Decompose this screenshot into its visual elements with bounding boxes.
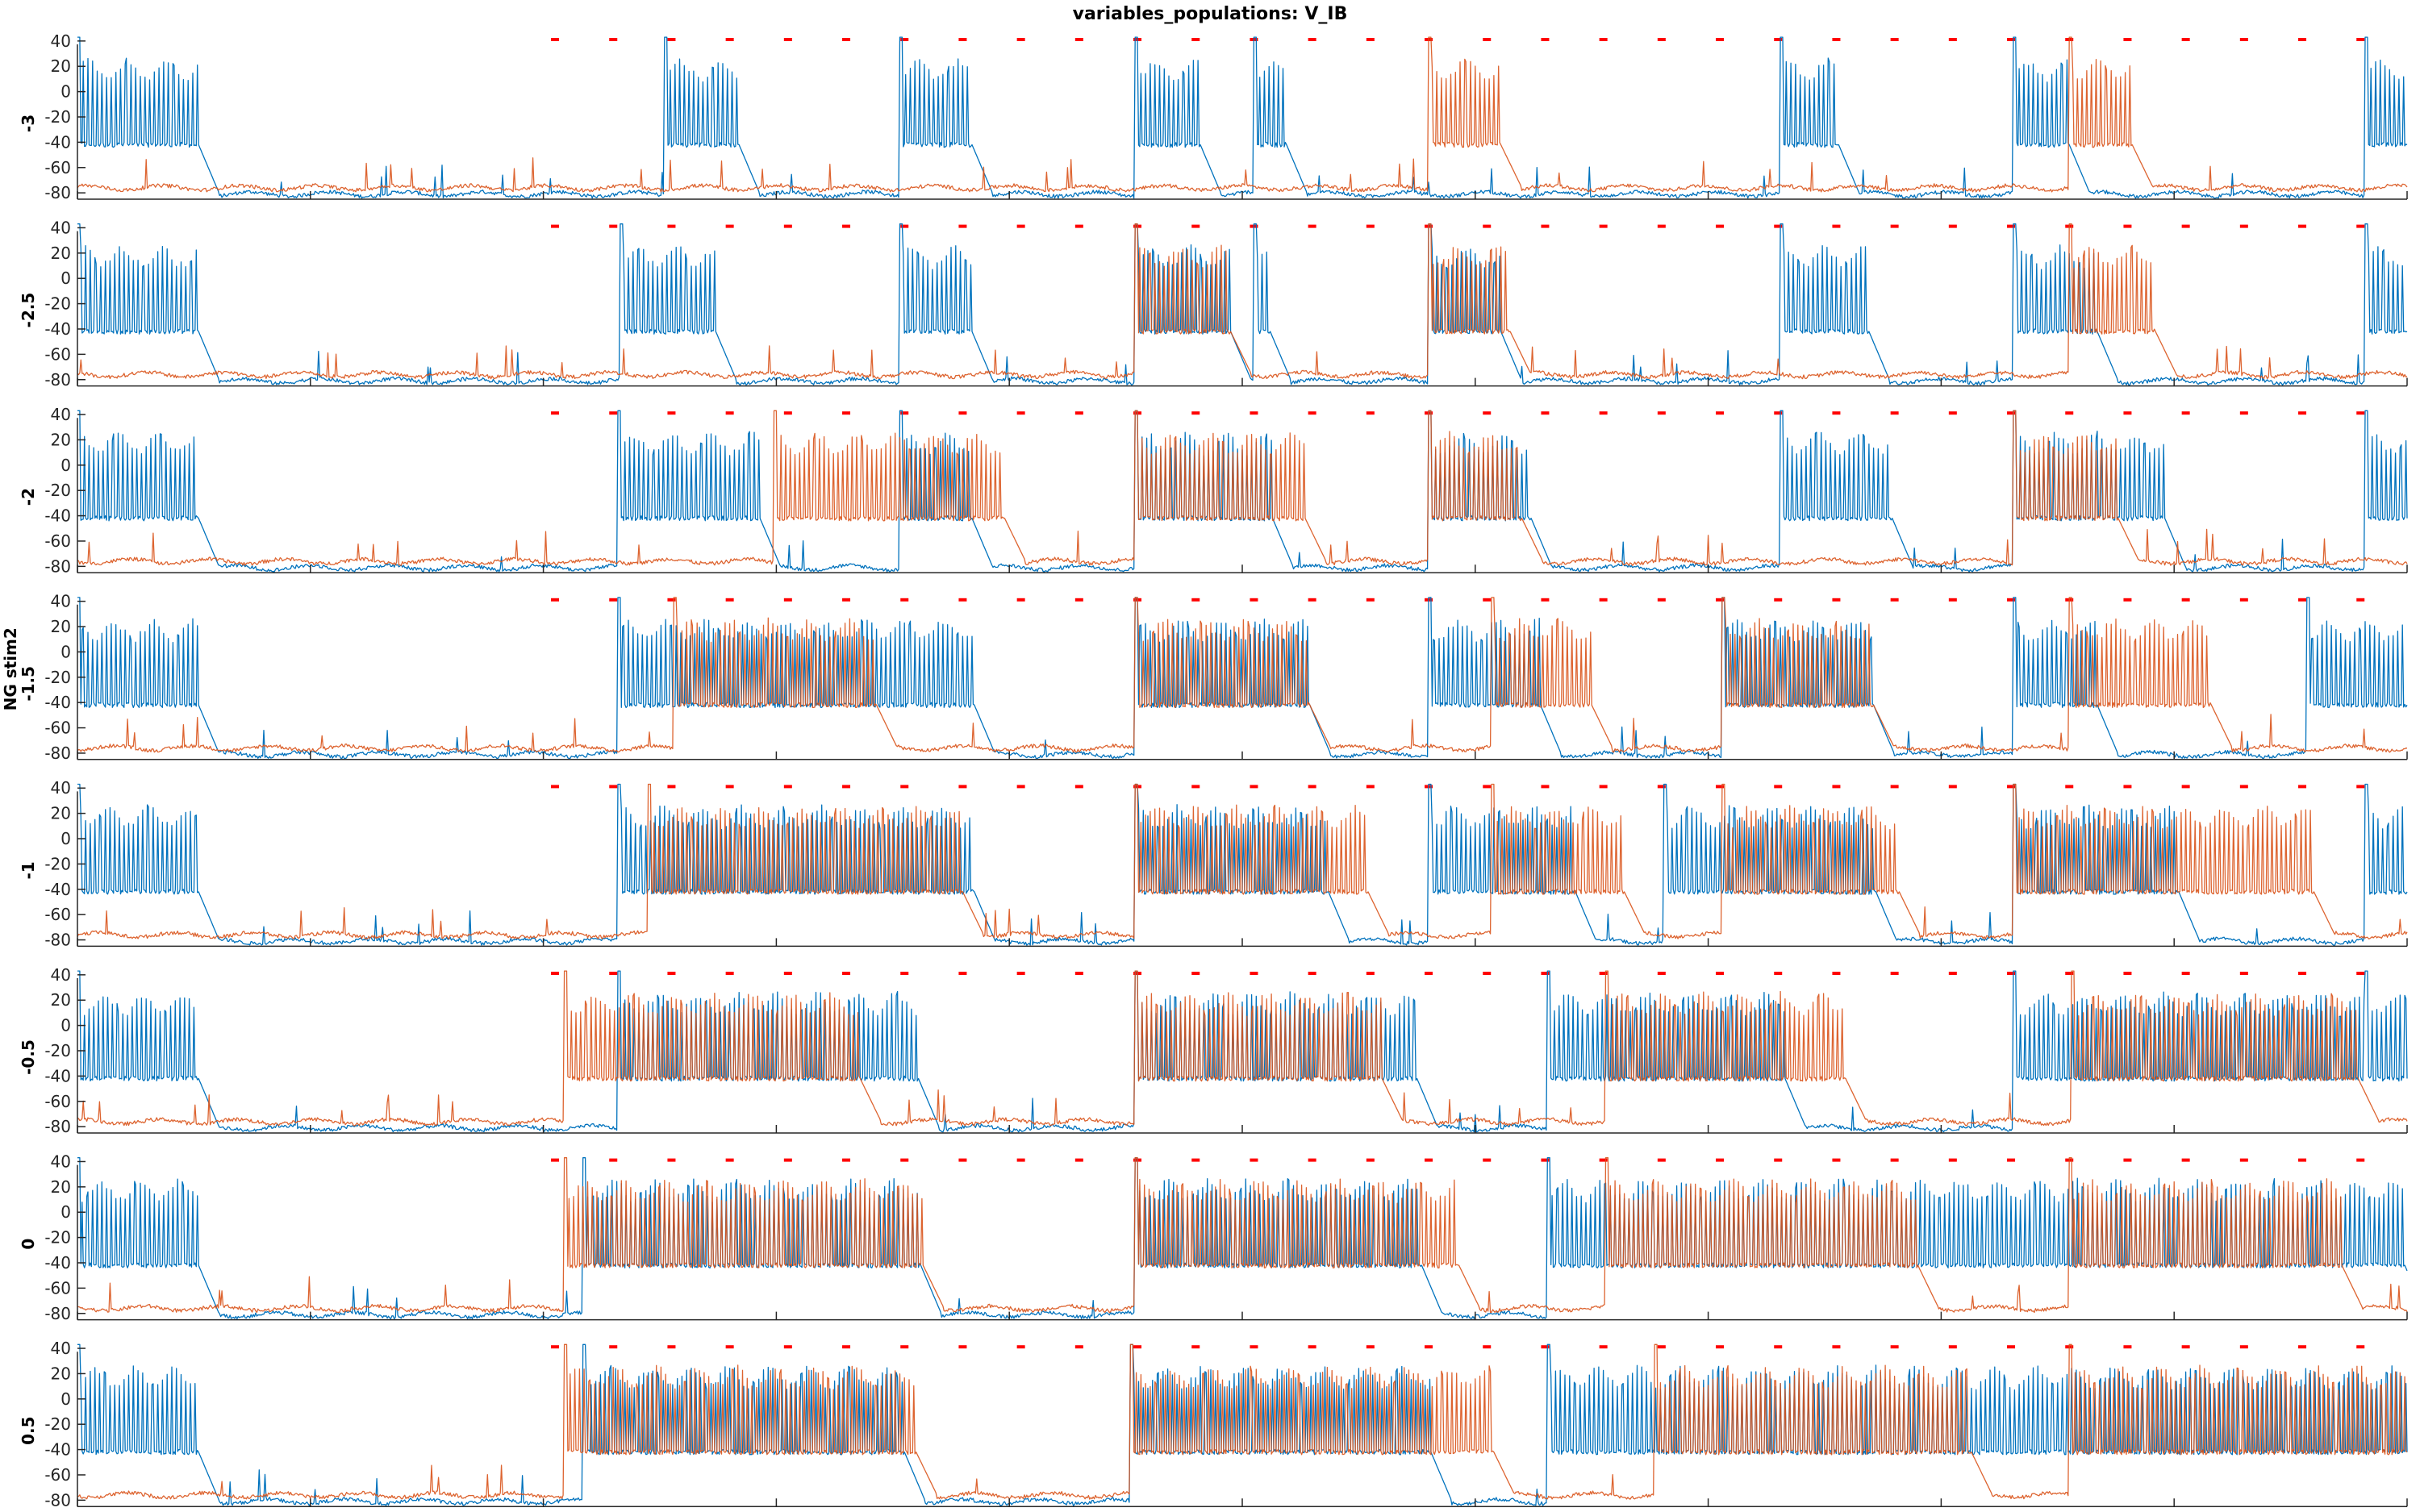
panel-label: -1.5 [19,666,38,702]
y-tick-label: -40 [44,1066,71,1085]
y-tick-label: 40 [51,1339,71,1358]
panel-4: -80 -60 -40 -20 0 20 40 -1.5 [19,592,2408,763]
y-tick-label: -40 [44,693,71,712]
y-tick-label: -20 [44,668,71,687]
panel-7: -80 -60 -40 -20 0 20 40 0 [19,1152,2408,1323]
y-tick-label: 40 [51,778,71,798]
y-tick-label: -60 [44,719,71,738]
y-tick-label: 20 [51,244,71,263]
y-tick-label: 40 [51,592,71,611]
trace-cell-1 [77,1343,2408,1506]
y-tick-label: 0 [60,1389,71,1409]
panel-label: 0 [19,1239,38,1250]
y-tick-label: 20 [51,430,71,449]
trace-cell-2 [77,1343,2408,1500]
panel-label: -0.5 [19,1039,38,1075]
y-tick-label: 20 [51,56,71,76]
panel-label: -2.5 [19,293,38,328]
y-tick-label: 40 [51,218,71,237]
y-tick-label: -40 [44,132,71,152]
y-tick-label: -60 [44,1465,71,1485]
y-tick-label: 20 [51,990,71,1010]
trace-cell-2 [77,1157,2408,1314]
y-tick-label: 40 [51,405,71,424]
y-tick-label: 0 [60,456,71,475]
trace-cell-2 [77,783,2408,939]
y-tick-label: 20 [51,804,71,823]
panel-label: -2 [19,488,38,506]
y-tick-label: -80 [44,1304,71,1323]
y-tick-label: -60 [44,1092,71,1111]
trace-cell-2 [77,36,2408,193]
y-tick-label: 0 [60,1202,71,1222]
y-tick-label: -60 [44,344,71,364]
y-tick-label: -20 [44,1414,71,1434]
panel-6: -80 -60 -40 -20 0 20 40 -0.5 [19,965,2408,1136]
trace-cell-2 [77,410,2408,566]
panel-label: -1 [19,861,38,879]
panel-5: -80 -60 -40 -20 0 20 40 -1 [19,778,2408,950]
y-tick-label: -60 [44,905,71,924]
y-tick-label: 0 [60,82,71,102]
y-tick-label: -80 [44,1490,71,1510]
y-tick-label: -80 [44,931,71,950]
y-tick-label: 20 [51,1364,71,1383]
trace-cell-2 [77,597,2408,753]
y-tick-label: 40 [51,31,71,51]
y-tick-label: -60 [44,531,71,551]
y-tick-label: -60 [44,1278,71,1297]
panel-3: -80 -60 -40 -20 0 20 40 -2 [19,405,2408,576]
y-tick-label: 0 [60,269,71,288]
panel-2: -80 -60 -40 -20 0 20 40 -2.5 [19,218,2408,389]
y-tick-label: 20 [51,1177,71,1197]
y-tick-label: -80 [44,370,71,389]
y-tick-label: 0 [60,1016,71,1035]
y-tick-label: -40 [44,880,71,899]
y-tick-label: -20 [44,481,71,500]
y-tick-label: 40 [51,965,71,985]
y-tick-label: -40 [44,319,71,339]
panel-1: -80 -60 -40 -20 0 20 40 -3 [19,31,2408,202]
trace-cell-1 [77,970,2408,1133]
trace-cell-1 [77,36,2408,199]
y-tick-label: -80 [44,744,71,763]
trace-cell-1 [77,1157,2408,1320]
panel-label: 0.5 [19,1416,38,1444]
y-tick-label: 0 [60,642,71,661]
y-tick-label: -20 [44,1041,71,1060]
y-tick-label: -20 [44,1228,71,1248]
y-tick-label: -20 [44,107,71,127]
chart-title: variables_populations: V_IB [1073,4,1348,24]
y-tick-label: -80 [44,183,71,202]
y-axis-label: NG stim2 [1,627,20,710]
panel-label: -3 [19,115,38,132]
y-tick-label: -20 [44,294,71,314]
y-tick-label: -20 [44,854,71,873]
y-tick-label: -40 [44,1253,71,1272]
y-tick-label: -40 [44,506,71,526]
y-tick-label: -60 [44,158,71,177]
trace-cell-2 [77,223,2408,380]
y-tick-label: -80 [44,1117,71,1136]
trace-cell-2 [77,970,2408,1127]
y-tick-label: -80 [44,556,71,576]
subplot-stack: -80-60-40-2002040-3-80-60-40-2002040-2.5… [19,31,2408,1510]
y-tick-label: 0 [60,829,71,848]
y-tick-label: -40 [44,1440,71,1460]
y-tick-label: 20 [51,617,71,636]
panel-8: -80-60-40-20020400.501002003004005006007… [19,1339,2408,1510]
y-tick-label: 40 [51,1152,71,1171]
trace-cell-1 [77,223,2408,386]
